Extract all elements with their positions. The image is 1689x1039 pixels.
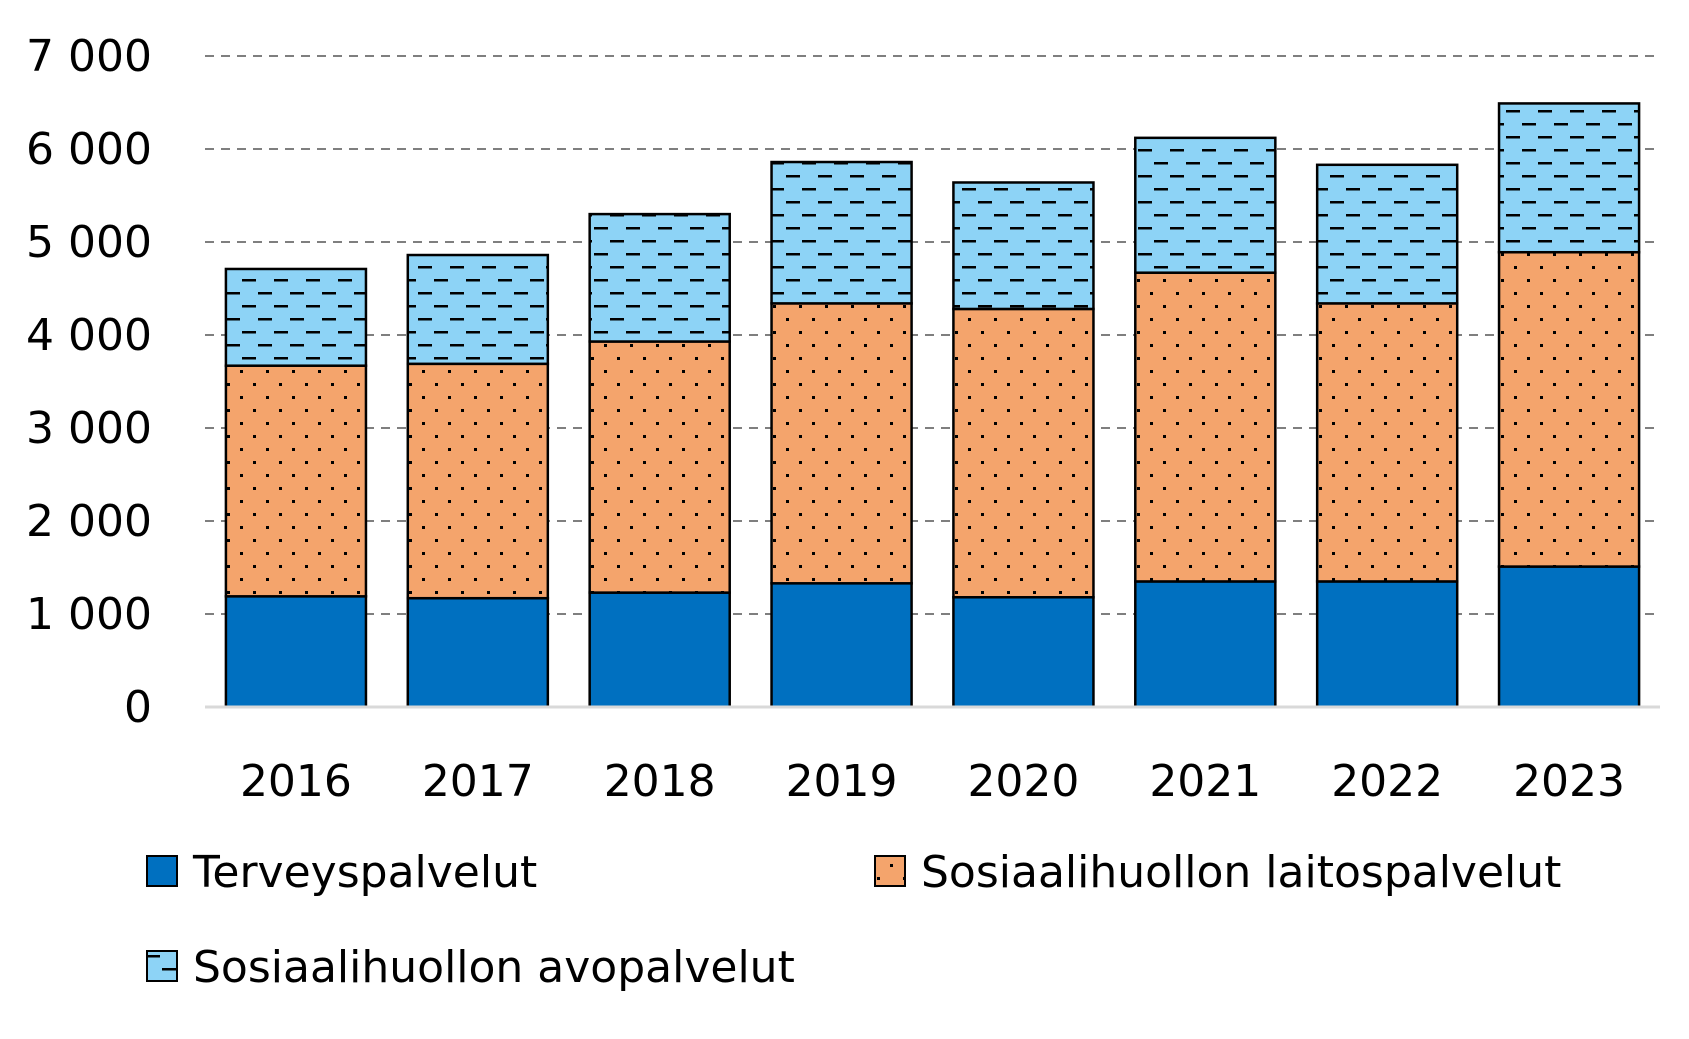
y-tick-label: 2 000 (26, 496, 152, 547)
bar-segment-terveyspalvelut-2016 (224, 595, 368, 709)
y-tick-label: 5 000 (26, 217, 152, 268)
x-tick-label: 2020 (967, 756, 1079, 807)
bar-segment-terveyspalvelut-2017 (406, 596, 550, 709)
bar-segment-sosiaalihuollon-laitospalvelut-2017 (406, 362, 550, 600)
x-axis-ticks: 2016 2017 2018 2019 2020 2021 2022 2023 (240, 756, 1625, 807)
bar-segment-terveyspalvelut-2023 (1497, 565, 1641, 709)
y-tick-label: 7 000 (26, 31, 152, 82)
x-tick-label: 2023 (1513, 756, 1625, 807)
bar-segment-terveyspalvelut-2019 (770, 582, 913, 709)
legend-label: Sosiaalihuollon avopalvelut (193, 942, 795, 993)
legend: Terveyspalvelut Sosiaalihuollon laitospal… (146, 847, 1561, 993)
bar-segment-sosiaalihuollon-laitospalvelut-2018 (588, 340, 731, 594)
y-tick-label: 0 (124, 682, 152, 733)
bar-segment-sosiaalihuollon-laitospalvelut-2022 (1315, 302, 1459, 583)
bar-segment-sosiaalihuollon-avopalvelut-2016 (224, 267, 368, 367)
x-tick-label: 2022 (1331, 756, 1443, 807)
bar-segment-sosiaalihuollon-avopalvelut-2019 (770, 160, 913, 305)
bar-segment-sosiaalihuollon-laitospalvelut-2023 (1497, 250, 1641, 568)
legend-swatch (874, 855, 906, 887)
y-tick-label: 6 000 (26, 124, 152, 175)
y-axis-ticks: 0 1 000 2 000 3 000 4 000 5 000 6 000 7 000 (26, 31, 152, 733)
bar-segment-sosiaalihuollon-avopalvelut-2020 (952, 181, 1095, 311)
bar-segment-sosiaalihuollon-laitospalvelut-2020 (952, 307, 1095, 599)
legend-swatch (146, 855, 178, 887)
bar-segment-terveyspalvelut-2022 (1315, 580, 1459, 709)
legend-label: Sosiaalihuollon laitospalvelut (921, 847, 1561, 898)
bar-segment-sosiaalihuollon-avopalvelut-2017 (406, 253, 550, 366)
y-tick-label: 4 000 (26, 310, 152, 361)
x-tick-label: 2017 (422, 756, 534, 807)
bar-segment-sosiaalihuollon-avopalvelut-2018 (588, 212, 731, 343)
bar-segment-terveyspalvelut-2021 (1134, 580, 1277, 709)
x-tick-label: 2019 (786, 756, 898, 807)
bar-segment-sosiaalihuollon-avopalvelut-2022 (1315, 163, 1459, 305)
x-tick-label: 2021 (1149, 756, 1261, 807)
legend-label: Terveyspalvelut (192, 847, 537, 898)
bar-segment-sosiaalihuollon-laitospalvelut-2021 (1134, 271, 1277, 583)
bar-segment-sosiaalihuollon-avopalvelut-2023 (1497, 102, 1641, 254)
y-tick-label: 1 000 (26, 589, 152, 640)
bar-segment-terveyspalvelut-2018 (588, 591, 731, 709)
x-tick-label: 2016 (240, 756, 352, 807)
y-tick-label: 3 000 (26, 403, 152, 454)
bar-segment-sosiaalihuollon-laitospalvelut-2019 (770, 302, 913, 585)
x-tick-label: 2018 (604, 756, 716, 807)
bar-segment-sosiaalihuollon-avopalvelut-2021 (1134, 136, 1277, 274)
bar-segment-sosiaalihuollon-laitospalvelut-2016 (224, 364, 368, 598)
legend-swatch (146, 950, 178, 982)
bar-segment-terveyspalvelut-2020 (952, 596, 1095, 709)
bars (224, 102, 1641, 709)
